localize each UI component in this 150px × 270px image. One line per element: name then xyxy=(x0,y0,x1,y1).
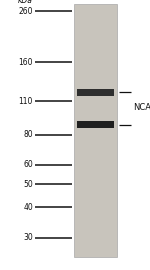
Text: kDa: kDa xyxy=(18,0,33,5)
Text: 80: 80 xyxy=(23,130,33,139)
Text: 60: 60 xyxy=(23,160,33,170)
Bar xyxy=(76,89,114,96)
Text: 50: 50 xyxy=(23,180,33,188)
Text: 40: 40 xyxy=(23,203,33,212)
Text: 110: 110 xyxy=(19,97,33,106)
Text: 160: 160 xyxy=(18,58,33,67)
Bar xyxy=(74,4,117,256)
Text: NCAM: NCAM xyxy=(134,103,150,112)
Text: 260: 260 xyxy=(18,7,33,16)
Bar xyxy=(76,121,114,128)
Text: 30: 30 xyxy=(23,233,33,242)
